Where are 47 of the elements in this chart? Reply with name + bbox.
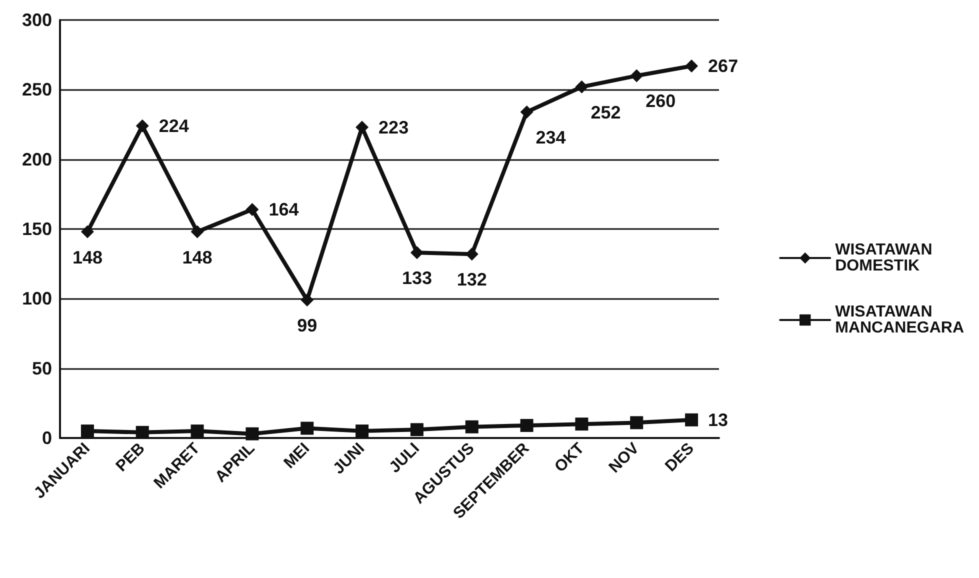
- point: [246, 427, 259, 440]
- point: [190, 225, 204, 238]
- x-tick-label: MEI: [281, 440, 314, 472]
- data-label: 13: [708, 410, 728, 430]
- point: [136, 119, 149, 132]
- point: [356, 424, 369, 438]
- point: [356, 120, 369, 134]
- point: [575, 418, 588, 431]
- y-tick-label: 200: [22, 149, 52, 170]
- point: [410, 423, 424, 436]
- point: [300, 294, 314, 307]
- data-label: 132: [456, 270, 487, 290]
- point: [465, 248, 478, 261]
- data-label: 164: [268, 199, 299, 220]
- point: [190, 424, 204, 438]
- data-label: 133: [402, 268, 432, 288]
- point: [465, 420, 478, 434]
- legend-label: WISATAWAN DOMESTIK: [835, 242, 937, 274]
- data-label: 148: [182, 247, 212, 268]
- data-label: 267: [708, 56, 738, 76]
- data-label: 260: [646, 91, 676, 112]
- point: [685, 413, 698, 426]
- data-label: 223: [378, 117, 409, 138]
- point: [630, 69, 644, 82]
- data-label: 148: [72, 247, 102, 268]
- y-tick-label: 300: [22, 10, 52, 30]
- data-label: 224: [158, 116, 189, 136]
- point: [685, 59, 698, 72]
- point: [410, 246, 424, 260]
- y-tick-label: 100: [22, 288, 52, 309]
- y-tick-label: 0: [42, 428, 52, 448]
- data-label: 99: [297, 316, 318, 336]
- data-label: 252: [590, 102, 621, 122]
- y-tick-label: 250: [22, 80, 52, 100]
- point: [520, 105, 534, 118]
- point: [80, 225, 94, 238]
- y-tick-label: 150: [22, 219, 52, 239]
- point: [300, 422, 314, 435]
- y-tick-label: 50: [32, 358, 52, 378]
- data-label: 234: [536, 127, 566, 148]
- point: [246, 202, 259, 216]
- legend-label: WISATAWAN MANCANEGARA: [835, 304, 964, 336]
- point: [575, 80, 588, 94]
- point: [80, 424, 94, 438]
- point: [520, 418, 534, 432]
- point: [630, 416, 644, 430]
- point: [136, 426, 149, 439]
